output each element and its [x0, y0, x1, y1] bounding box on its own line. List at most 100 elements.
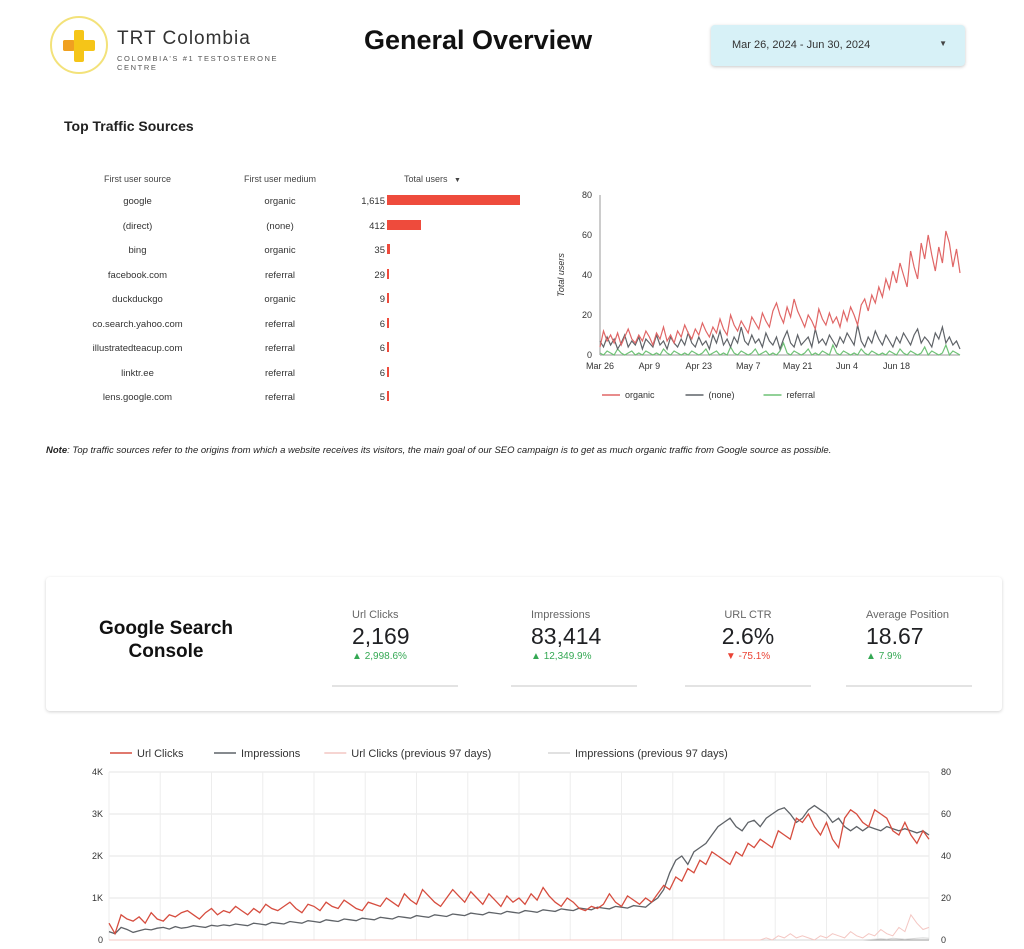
traffic-table: First user source First user medium Tota…: [60, 170, 530, 418]
cell-source: bing: [128, 245, 147, 256]
x-tick-label: May 21: [783, 361, 813, 371]
table-row[interactable]: linktr.ee referral 6: [60, 362, 530, 386]
cell-users: 35: [374, 245, 385, 256]
brand-tagline: COLOMBIA'S #1 TESTOSTERONE CENTRE: [117, 54, 279, 72]
table-row[interactable]: google organic 1,615: [60, 190, 530, 214]
table-row[interactable]: duckduckgo organic 9: [60, 288, 530, 312]
users-bar: [387, 293, 389, 303]
kpi-value: 18.67: [866, 623, 924, 649]
users-bar: [387, 391, 389, 401]
cell-users: 6: [379, 318, 385, 330]
users-bar: [387, 268, 390, 279]
series-line-0: [108, 808, 930, 936]
date-range-picker[interactable]: Mar 26, 2024 - Jun 30, 2024 ▼: [711, 25, 965, 66]
y-axis-label: Total users: [556, 253, 566, 297]
cell-source: (direct): [122, 220, 153, 232]
series-line-referral: [599, 341, 961, 357]
cell-users: 5: [379, 392, 385, 403]
y-tick-label-left: 0: [98, 935, 103, 945]
legend-label: Impressions (previous 97 days): [575, 748, 728, 760]
kpi-value: 2.6%: [721, 623, 775, 649]
y-tick-label-right: 60: [941, 809, 951, 819]
kpi-value: 83,414: [531, 623, 602, 649]
cell-medium: organic: [264, 245, 296, 256]
gsc-line-chart: 0 1K 2K 3K 4K 0 20 40 60 80 Url Clicks Impressions U…: [84, 740, 964, 949]
kpi-label: Url Clicks: [352, 609, 399, 621]
y-tick-label-left: 4K: [92, 767, 103, 777]
sort-desc-icon: ▼: [454, 177, 461, 184]
kpi-delta-value: -75.1%: [738, 651, 771, 662]
date-range-value: Mar 26, 2024 - Jun 30, 2024: [732, 39, 871, 51]
legend-label: Url Clicks (previous 97 days): [351, 748, 491, 760]
kpi-delta-value: 12,349.9%: [543, 651, 592, 662]
kpi-url-clicks[interactable]: Url Clicks 2,169 ▲ 2,998.6%: [332, 597, 458, 687]
column-header-users-label: Total users: [404, 174, 448, 184]
kpi-delta-value: 7.9%: [878, 651, 902, 662]
table-row[interactable]: (direct) (none) 412: [60, 215, 530, 239]
table-row[interactable]: co.search.yahoo.com referral 6: [60, 313, 530, 337]
y-tick-label-right: 80: [941, 767, 951, 777]
cell-source: duckduckgo: [112, 294, 163, 305]
y-tick-label-left: 3K: [92, 809, 103, 819]
kpi-value: 2,169: [352, 623, 410, 649]
users-bar: [387, 317, 389, 328]
kpi-delta: ▲ 7.9%: [866, 651, 901, 662]
gsc-chart-svg: 0 1K 2K 3K 4K 0 20 40 60 80 Url Clicks Impressions U…: [92, 748, 951, 945]
series-line-organic: [599, 230, 961, 348]
series-line-2: [109, 913, 930, 941]
x-tick-label: May 7: [736, 361, 761, 371]
legend-label: organic: [625, 390, 655, 400]
table-row[interactable]: bing organic 35: [60, 239, 530, 263]
kpi-label: Average Position: [866, 609, 949, 621]
table-row[interactable]: facebook.com referral 29: [60, 264, 530, 288]
cell-source: lens.google.com: [102, 392, 173, 403]
x-tick-label: Mar 26: [586, 361, 614, 371]
cell-users: 1,615: [361, 196, 385, 207]
users-bar: [387, 195, 520, 205]
kpi-average-position[interactable]: Average Position 18.67 ▲ 7.9%: [846, 597, 972, 687]
table-row[interactable]: illustratedteacup.com referral 6: [60, 337, 530, 361]
note: Note: Top traffic sources refer to the o…: [46, 445, 831, 456]
y-tick-label-right: 20: [941, 893, 951, 903]
gsc-scorecard-panel: Google Search Console Url Clicks 2,169 ▲…: [46, 577, 1002, 711]
column-header-source[interactable]: First user source: [103, 174, 172, 184]
y-tick-label: 80: [582, 190, 592, 200]
cell-users: 412: [369, 220, 385, 232]
y-tick-label-right: 0: [941, 935, 946, 945]
y-tick-label: 20: [582, 310, 592, 320]
kpi-label: URL CTR: [724, 609, 772, 621]
kpi-delta: ▲ 12,349.9%: [531, 651, 592, 662]
x-tick-label: Jun 4: [836, 361, 858, 371]
y-tick-label-right: 40: [941, 851, 951, 861]
x-tick-label: Apr 9: [639, 361, 661, 371]
kpi-url-ctr[interactable]: URL CTR 2.6% ▼ -75.1%: [685, 597, 811, 687]
legend-label: Impressions: [241, 748, 301, 760]
cell-medium: organic: [264, 294, 296, 305]
page-title: General Overview: [364, 25, 593, 55]
arrow-up-icon: ▲: [531, 651, 541, 662]
gsc-title: Google Search Console: [96, 617, 236, 663]
series-line-none: [599, 324, 961, 351]
caret-down-icon: ▼: [939, 39, 947, 48]
logo-circle: [50, 16, 108, 74]
cell-medium: organic: [264, 196, 296, 207]
column-header-medium[interactable]: First user medium: [243, 174, 316, 184]
cell-users: 29: [374, 269, 385, 281]
cell-medium: (none): [266, 220, 294, 232]
cross-icon: [63, 30, 95, 62]
kpi-delta: ▼ -75.1%: [705, 651, 791, 662]
note-label: Note: [46, 445, 68, 456]
x-tick-label: Apr 23: [686, 361, 713, 371]
kpi-delta: ▲ 2,998.6%: [352, 651, 407, 662]
arrow-up-icon: ▲: [866, 651, 876, 662]
kpi-impressions[interactable]: Impressions 83,414 ▲ 12,349.9%: [511, 597, 637, 687]
brand-logo: TRT Colombia COLOMBIA'S #1 TESTOSTERONE …: [50, 16, 320, 76]
note-text: : Top traffic sources refer to the origi…: [67, 445, 832, 456]
column-header-users[interactable]: Total users ▼: [404, 174, 461, 184]
cell-medium: referral: [264, 392, 296, 403]
brand-name: TRT Colombia: [117, 28, 251, 49]
cell-source: linktr.ee: [121, 367, 154, 379]
kpi-delta-value: 2,998.6%: [364, 651, 407, 662]
series-line-1: [108, 804, 930, 935]
table-row[interactable]: lens.google.com referral 5: [60, 386, 530, 410]
